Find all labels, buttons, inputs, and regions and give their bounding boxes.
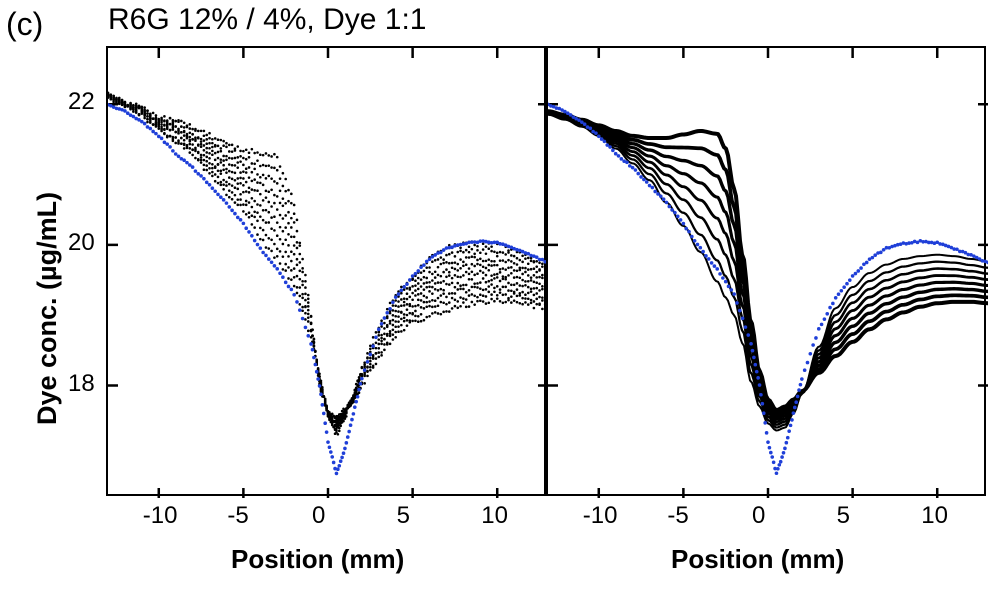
x-tick-label: -10 [143,502,178,530]
x-tick-label: 0 [312,502,325,530]
x-tick-label: 10 [921,502,948,530]
left-plot-svg [108,48,548,498]
x-tick-label: -10 [583,502,618,530]
y-tick-label: 22 [68,88,95,116]
x-axis-label-left: Position (mm) [231,544,404,575]
x-tick-label: -5 [227,502,248,530]
x-axis-label-right: Position (mm) [671,544,844,575]
right-plot-frame [546,46,986,496]
x-tick-label: 5 [397,502,410,530]
y-tick-label: 18 [68,370,95,398]
right-plot-svg [548,48,988,498]
left-plot-frame [106,46,546,496]
figure-title: R6G 12% / 4%, Dye 1:1 [108,3,427,37]
x-tick-label: 10 [481,502,508,530]
x-tick-label: -5 [667,502,688,530]
panel-label: (c) [6,6,43,43]
x-tick-label: 0 [752,502,765,530]
y-axis-label: Dye conc. (µg/mL) [32,192,63,425]
x-tick-label: 5 [837,502,850,530]
y-tick-label: 20 [68,229,95,257]
